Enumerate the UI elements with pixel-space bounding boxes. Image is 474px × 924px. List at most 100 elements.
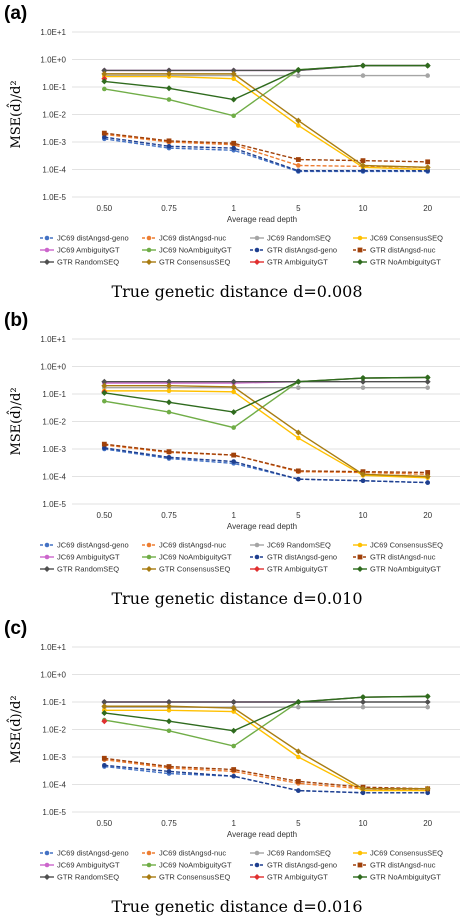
data-point — [360, 62, 366, 69]
legend-marker — [146, 259, 152, 265]
x-tick-label: 5 — [296, 204, 301, 213]
data-point — [166, 399, 172, 406]
series-line — [104, 447, 428, 484]
chart-panel: (c) 1.0E-5 1.0E-4 1.0E-3 1.0E-2 1.0E-1 1.0E+0 1… — [4, 618, 460, 916]
data-point — [101, 699, 108, 705]
x-tick-label: 0.75 — [161, 204, 177, 213]
panel-caption: True genetic distance d=0.016 — [111, 897, 362, 916]
legend-marker — [44, 554, 50, 560]
data-point — [424, 785, 431, 792]
legend-marker — [44, 235, 50, 241]
panel-caption: True genetic distance d=0.008 — [111, 282, 362, 301]
series-line — [104, 64, 428, 72]
data-point — [425, 168, 430, 174]
data-point — [166, 718, 172, 725]
data-point — [424, 62, 431, 69]
data-point — [360, 375, 366, 382]
y-tick-label: 1.0E-2 — [42, 111, 66, 120]
data-point — [425, 159, 431, 165]
legend-marker — [44, 542, 50, 548]
y-tick-label: 1.0E-1 — [42, 698, 66, 707]
data-point — [166, 97, 172, 102]
series-line — [104, 443, 428, 474]
x-tick-label: 10 — [359, 819, 368, 828]
y-tick-label: 1.0E-3 — [42, 445, 66, 454]
y-tick-label: 1.0E+1 — [40, 28, 66, 37]
data-point — [166, 699, 172, 705]
data-point — [425, 790, 430, 796]
data-point — [360, 378, 366, 385]
panel-caption: True genetic distance d=0.010 — [111, 589, 362, 608]
legend-marker — [44, 247, 50, 253]
x-tick-label: 0.50 — [97, 819, 113, 828]
data-point — [360, 73, 366, 78]
y-axis-label: MSE(d̂)/d² — [6, 80, 24, 148]
legend-label: GTR distAngsd-nuc — [370, 246, 436, 255]
data-point — [230, 727, 237, 734]
legend-label: JC69 NoAmbiguityGT — [159, 246, 232, 255]
legend-label: JC69 AmbiguityGT — [57, 553, 120, 562]
data-point — [230, 70, 237, 77]
data-point — [424, 374, 431, 381]
data-point — [360, 699, 366, 705]
legend-marker — [254, 235, 260, 241]
data-point — [295, 748, 302, 755]
legend-marker — [254, 874, 260, 880]
series-line — [104, 132, 428, 163]
y-tick-label: 1.0E+1 — [40, 335, 66, 344]
legend-label: JC69 AmbiguityGT — [57, 246, 120, 255]
data-point — [360, 694, 366, 701]
data-point — [101, 382, 108, 389]
data-point — [101, 703, 108, 710]
series-line — [104, 448, 428, 484]
x-axis-label: Average read depth — [227, 215, 297, 224]
series-line — [104, 764, 428, 794]
x-axis-label: Average read depth — [227, 522, 297, 531]
data-point — [231, 743, 236, 749]
data-point — [166, 449, 172, 455]
y-tick-label: 1.0E-5 — [42, 808, 66, 817]
legend-marker — [146, 247, 152, 253]
legend-label: JC69 ConsensusSEQ — [370, 849, 443, 858]
data-point — [296, 385, 301, 390]
data-point — [231, 773, 236, 779]
data-point — [230, 705, 237, 712]
y-axis-label: MSE(d̂)/d² — [6, 387, 24, 455]
data-point — [424, 699, 431, 705]
legend-marker — [254, 542, 260, 548]
legend-label: GTR ConsensusSEQ — [159, 565, 230, 574]
y-tick-label: 1.0E-5 — [42, 500, 66, 509]
data-point — [424, 473, 431, 480]
legend-label: GTR distAngsd-geno — [267, 553, 337, 562]
data-point — [230, 383, 237, 390]
data-point — [295, 117, 302, 124]
legend-marker — [254, 247, 260, 253]
legend-marker — [357, 247, 363, 253]
data-point — [166, 764, 172, 769]
y-tick-label: 1.0E-4 — [42, 781, 66, 790]
data-point — [230, 67, 237, 74]
data-point — [101, 718, 108, 725]
legend-label: GTR NoAmbiguityGT — [370, 258, 441, 267]
data-point — [295, 157, 301, 162]
data-point — [101, 709, 108, 716]
legend-marker — [146, 862, 152, 868]
data-point — [231, 452, 237, 458]
legend-marker — [44, 566, 50, 572]
y-tick-label: 1.0E-3 — [42, 138, 66, 147]
data-point — [230, 378, 237, 385]
data-point — [102, 445, 107, 451]
legend-label: JC69 ConsensusSEQ — [370, 541, 443, 550]
legend-label: GTR distAngsd-nuc — [370, 553, 436, 562]
y-tick-label: 1.0E+1 — [40, 643, 66, 652]
chart-panel: (b) 1.0E-5 1.0E-4 1.0E-3 1.0E-2 1.0E-1 1.0E+0 1… — [4, 310, 460, 608]
y-tick-label: 1.0E+0 — [40, 56, 66, 65]
data-point — [101, 378, 108, 385]
legend-marker — [146, 554, 152, 560]
series-line — [104, 705, 428, 790]
y-tick-label: 1.0E+0 — [40, 363, 66, 372]
data-point — [166, 703, 172, 710]
data-point — [166, 70, 172, 77]
data-point — [231, 76, 236, 82]
data-point — [166, 388, 172, 394]
